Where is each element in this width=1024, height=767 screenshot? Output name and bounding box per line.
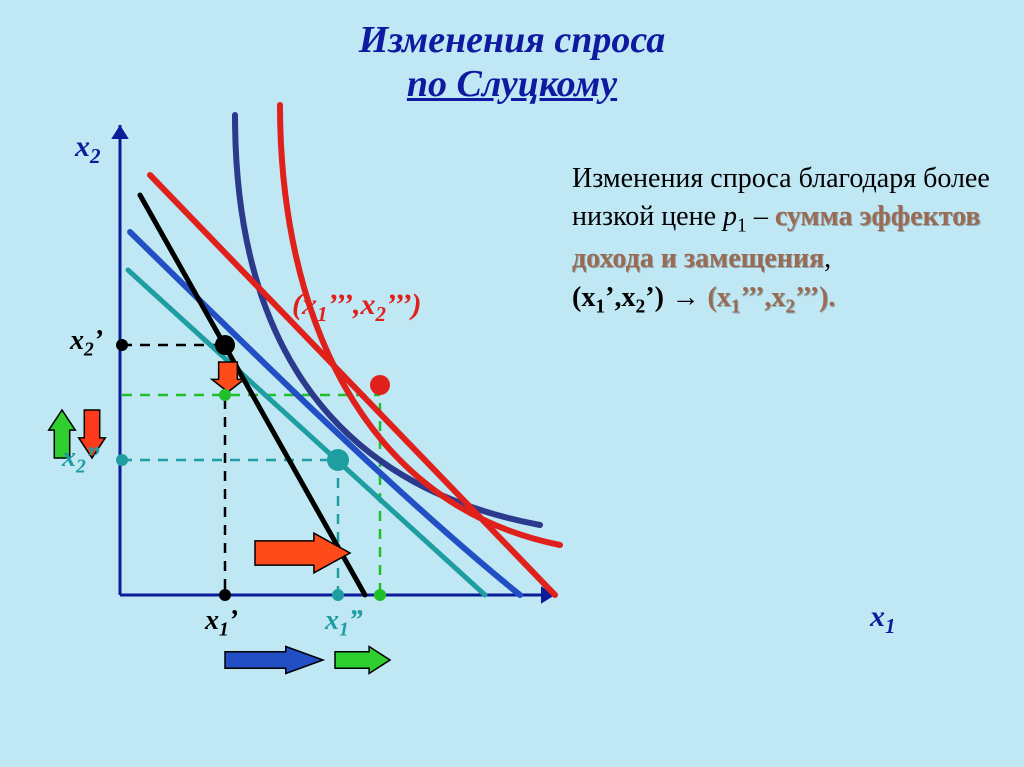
y-axis-label: x2	[75, 130, 101, 169]
slide-root: Изменения спроса по Слуцкому x2 x1 x1’ x…	[0, 0, 1024, 767]
tick-x1-double: x1”	[325, 605, 363, 642]
point-triple-label: (x1’’’,x2’’’)	[292, 288, 422, 327]
tick-x2-prime: x2’	[70, 325, 103, 362]
chart-svg	[0, 0, 1024, 767]
explanation-text: Изменения спроса благодаря более низкой …	[572, 160, 1012, 321]
x-axis-label: x1	[870, 600, 896, 639]
tick-x1-prime: x1’	[205, 605, 238, 642]
tick-x2-double: x2”	[62, 442, 100, 479]
